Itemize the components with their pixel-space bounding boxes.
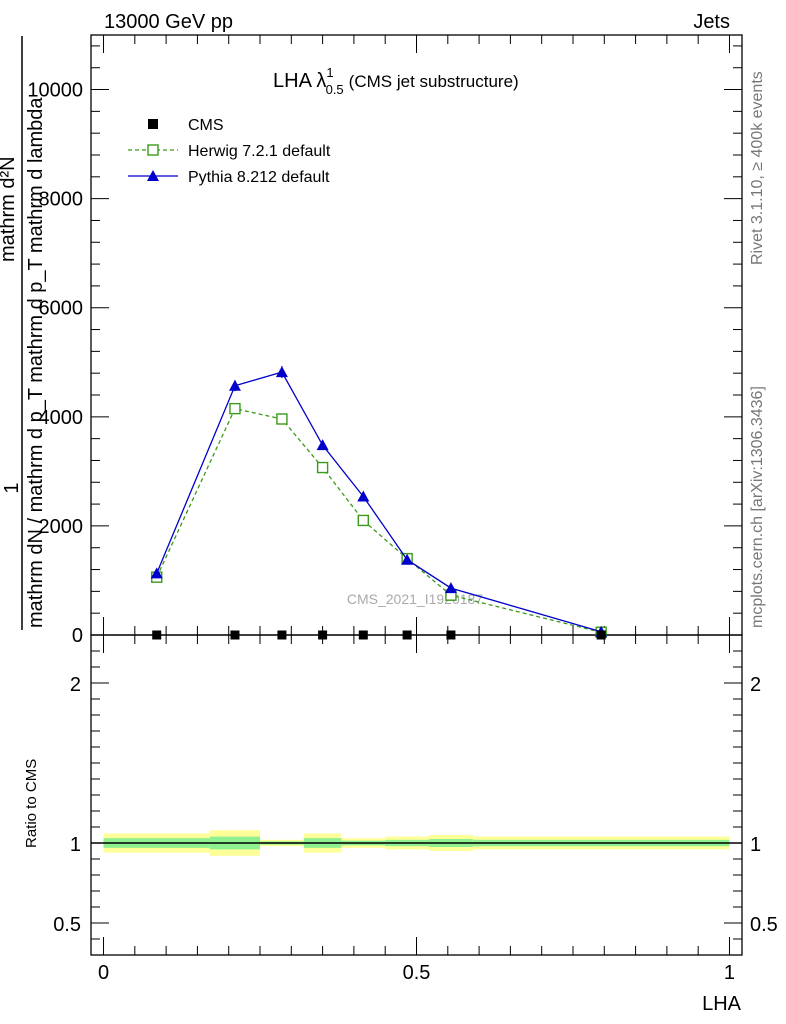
ylabel-numerator: 1 xyxy=(1,482,23,493)
legend-cms: CMS xyxy=(148,117,224,134)
ylabel-denominator: mathrm dN / mathrm d p_T mathrm d p_T ma… xyxy=(25,97,47,628)
header-left: 13000 GeV pp xyxy=(104,11,233,33)
cms-point xyxy=(152,630,162,640)
x-ticks: 0 0.5 1 xyxy=(98,35,735,984)
main-ytick-label: 6000 xyxy=(39,298,84,320)
rivet-label: Rivet 3.1.10, ≥ 400k events xyxy=(749,71,766,265)
cms-point xyxy=(358,630,368,640)
herwig-point xyxy=(276,413,288,425)
herwig-point xyxy=(357,514,369,527)
title-desc: (CMS jet substructure) xyxy=(349,72,519,91)
pythia-point xyxy=(275,366,288,378)
main-ytick-label: 2000 xyxy=(39,516,84,538)
legend-herwig-label: Herwig 7.2.1 default xyxy=(188,143,331,160)
main-ytick-label: 10000 xyxy=(27,80,83,102)
main-ytick-label: 0 xyxy=(72,625,83,647)
pythia-point xyxy=(316,439,329,451)
pythia-point xyxy=(228,379,241,391)
ratio-ytick-label-right: 1 xyxy=(750,834,761,856)
legend-pythia: Pythia 8.212 default xyxy=(128,169,330,186)
x-axis-label: LHA xyxy=(702,993,742,1015)
title-main: LHA λ xyxy=(273,70,326,92)
ratio-ytick-label-left: 1 xyxy=(70,834,81,856)
legend-herwig: Herwig 7.2.1 default xyxy=(128,143,331,160)
cms-point xyxy=(230,630,240,640)
mcplots-label: mcplots.cern.ch [arXiv:1306.3436] xyxy=(749,386,766,628)
analysis-watermark: CMS_2021_I1920187 xyxy=(347,591,483,607)
ratio-ytick-label-right: 0.5 xyxy=(750,914,778,936)
pythia-line xyxy=(156,371,602,633)
plot-title: LHA λ1 0.5 (CMS jet substructure) xyxy=(273,65,519,97)
ratio-frame xyxy=(90,634,743,956)
pythia-point xyxy=(444,582,457,594)
pythia-point xyxy=(357,490,370,502)
cms-point xyxy=(402,630,412,640)
legend-cms-label: CMS xyxy=(188,117,224,134)
herwig-point xyxy=(229,402,241,415)
main-ytick-label: 4000 xyxy=(39,407,84,429)
title-sub: 0.5 xyxy=(326,82,344,97)
legend-pythia-marker xyxy=(147,170,159,181)
ratio-y-ticks: 0.5 0.5 1 1 2 2 xyxy=(53,650,778,940)
main-ylabel: 1 mathrm dN / mathrm d p_T mathrm d p_T … xyxy=(0,36,47,630)
legend: CMS Herwig 7.2.1 default Pythia 8.212 de… xyxy=(128,117,331,186)
pythia-point xyxy=(150,567,163,579)
xtick-label: 1 xyxy=(724,962,735,984)
herwig-point xyxy=(316,461,329,474)
main-ytick-label: 8000 xyxy=(39,189,84,211)
xtick-label: 0.5 xyxy=(403,962,431,984)
series-layer xyxy=(150,366,608,640)
header-right: Jets xyxy=(693,11,730,33)
cms-point xyxy=(596,630,606,640)
legend-cms-marker xyxy=(148,119,158,129)
cms-point xyxy=(446,630,456,640)
title-sup: 1 xyxy=(326,65,333,80)
cms-point xyxy=(277,630,287,640)
ratio-ytick-label-right: 2 xyxy=(750,674,761,696)
ylabel-overlay: mathrm d²N xyxy=(0,156,19,262)
legend-pythia-label: Pythia 8.212 default xyxy=(188,169,330,186)
pythia-point xyxy=(401,553,414,565)
main-y-ticks: 0 2000 4000 6000 8000 10000 xyxy=(27,45,742,647)
ratio-ylabel: Ratio to CMS xyxy=(23,759,40,848)
cms-point xyxy=(318,630,328,640)
ratio-ytick-label-left: 2 xyxy=(70,674,81,696)
ratio-ytick-label-left: 0.5 xyxy=(53,914,81,936)
xtick-label: 0 xyxy=(98,962,109,984)
herwig-line xyxy=(156,407,602,633)
legend-herwig-marker xyxy=(147,144,159,156)
